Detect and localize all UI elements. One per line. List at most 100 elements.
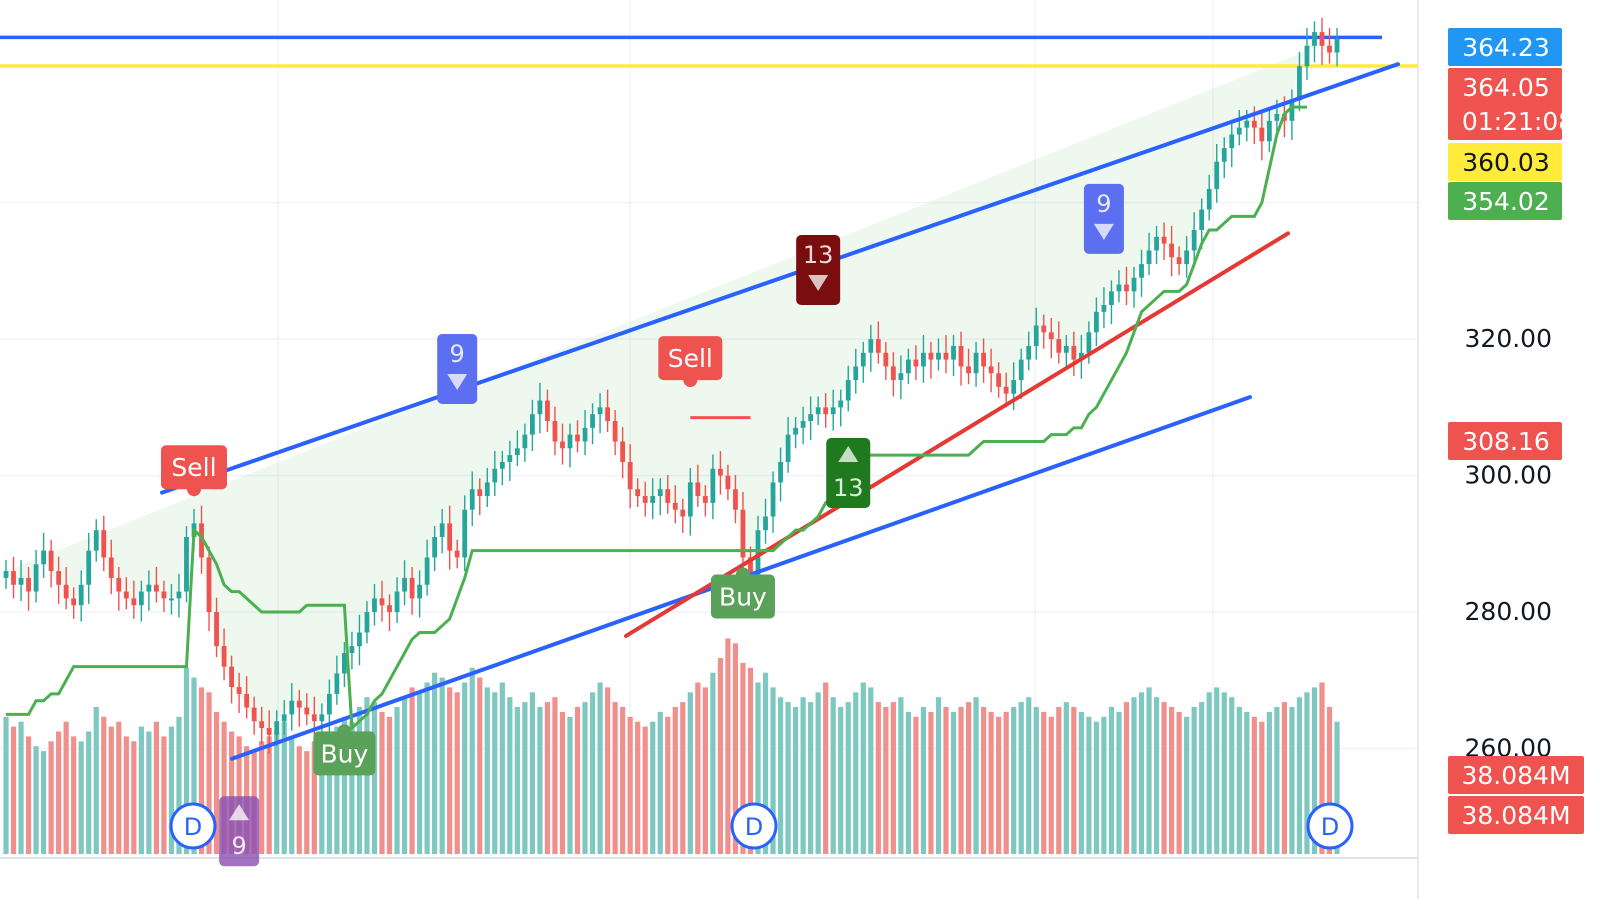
candle xyxy=(808,396,814,441)
candle xyxy=(710,454,716,520)
volume-bar xyxy=(108,726,114,854)
candle xyxy=(214,597,219,658)
candle xyxy=(357,614,362,666)
candle xyxy=(78,570,84,622)
candle xyxy=(349,631,355,670)
candle xyxy=(281,700,287,735)
candle xyxy=(394,577,400,623)
signal-box xyxy=(796,235,841,306)
candle-body xyxy=(334,673,340,694)
volume-bar xyxy=(123,736,129,854)
candle xyxy=(41,532,46,578)
marker-circle xyxy=(169,802,217,850)
price-label: 308.16 xyxy=(1448,422,1562,460)
candle-body xyxy=(349,646,355,653)
volume-bar xyxy=(1236,707,1242,854)
volume-bar xyxy=(845,702,851,854)
volume-bar xyxy=(394,707,400,854)
candle-body xyxy=(913,359,919,367)
volume-bar xyxy=(1229,697,1235,854)
candle-body xyxy=(943,352,949,360)
volume-bar xyxy=(747,667,754,854)
signal-label: 13 xyxy=(796,235,841,306)
candle-body xyxy=(206,557,212,613)
candle xyxy=(800,406,806,445)
volume-bar xyxy=(1169,707,1175,854)
candle-body xyxy=(1063,345,1069,353)
candle-body xyxy=(620,441,626,462)
volume-bar xyxy=(514,707,520,854)
countdown-text: 01:21:08 xyxy=(1462,107,1574,136)
candle xyxy=(1056,321,1062,364)
candle xyxy=(469,471,475,527)
price-label-box xyxy=(1448,28,1562,66)
candle-body xyxy=(379,598,385,606)
candle xyxy=(1101,287,1107,329)
volume-bar xyxy=(1221,692,1227,854)
volume-bar xyxy=(725,638,731,854)
candle-body xyxy=(1184,250,1190,265)
candle xyxy=(883,341,889,381)
volume-bar xyxy=(424,682,430,854)
signal-box xyxy=(658,336,723,381)
candle xyxy=(1266,109,1272,153)
volume-bar xyxy=(191,677,197,854)
annotations-layer: Sell 9 Buy Sell 13 13 Buy 9 9 xyxy=(161,183,1124,867)
candle-body xyxy=(1101,305,1107,312)
candle xyxy=(665,474,671,514)
candle xyxy=(575,420,580,453)
candle xyxy=(815,396,821,426)
timeframe-marker[interactable]: D xyxy=(1306,802,1354,850)
candle xyxy=(86,532,92,604)
volume-bar xyxy=(1326,707,1333,854)
price-label-box xyxy=(1448,68,1562,140)
candle xyxy=(763,498,768,544)
candle xyxy=(499,451,505,486)
volume-bar xyxy=(732,643,739,854)
volume-label: 38.084M xyxy=(1448,756,1584,794)
volume-bar xyxy=(582,702,588,854)
candle-body xyxy=(146,584,152,592)
candle xyxy=(514,430,520,467)
volume-bar xyxy=(823,682,829,854)
arrow-up-icon xyxy=(229,804,250,821)
volume-bar xyxy=(281,721,287,854)
upper-channel-line xyxy=(160,62,1400,495)
candle xyxy=(823,393,829,428)
candle xyxy=(1221,137,1227,179)
volume-bar xyxy=(1071,707,1077,854)
candle-body xyxy=(281,714,287,722)
candle xyxy=(439,509,445,554)
timeframe-marker[interactable]: D xyxy=(730,802,778,850)
candle-body xyxy=(93,530,99,551)
signal-box xyxy=(710,574,775,619)
volume-bar xyxy=(552,697,558,854)
candle xyxy=(1312,21,1317,63)
candle-body xyxy=(1191,229,1197,251)
signal-text: 13 xyxy=(833,474,864,502)
candle xyxy=(432,526,438,572)
volume-bar xyxy=(469,667,475,854)
volume-bar xyxy=(221,721,227,854)
volume-bar xyxy=(1093,721,1099,854)
signal-label: Sell xyxy=(161,445,227,497)
candle xyxy=(635,478,641,507)
timeframe-marker[interactable]: D xyxy=(169,802,217,850)
candle xyxy=(1297,51,1302,112)
volume-bar xyxy=(815,692,821,854)
candle xyxy=(101,515,107,572)
candle-body xyxy=(48,550,54,572)
candle xyxy=(597,393,603,434)
volume-bar xyxy=(168,726,175,854)
volume-bar xyxy=(439,677,445,854)
candle xyxy=(1131,266,1137,308)
candle-body xyxy=(116,577,122,592)
volume-bar xyxy=(364,697,370,854)
candle xyxy=(1041,314,1047,349)
trail-fill-layer xyxy=(6,32,1338,735)
volume-bar xyxy=(1319,682,1325,854)
volume-bar xyxy=(447,687,453,854)
candle xyxy=(996,362,1002,398)
